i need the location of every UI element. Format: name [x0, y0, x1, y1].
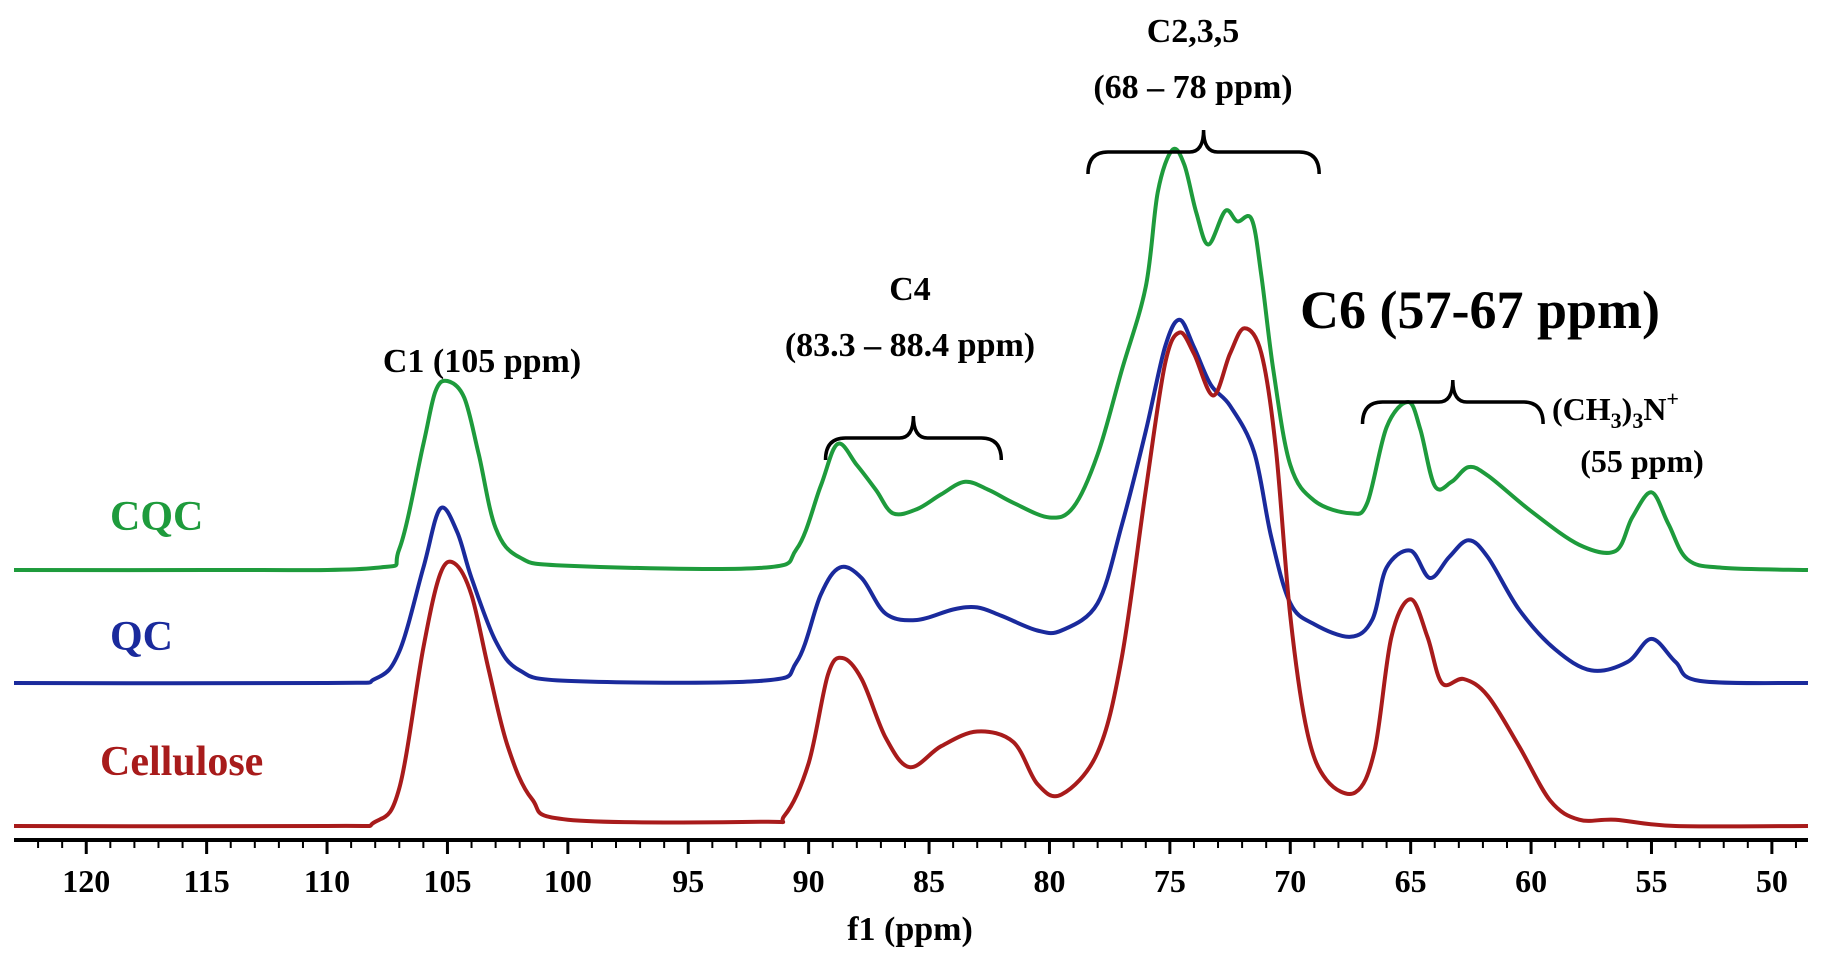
region-bracket	[1086, 129, 1321, 175]
x-tick-label: 60	[1515, 863, 1547, 899]
x-tick-label: 85	[913, 863, 945, 899]
peak-annotation-text: C2,3,5	[1147, 13, 1240, 50]
x-tick-label: 95	[672, 863, 704, 899]
x-tick-label: 90	[793, 863, 825, 899]
x-tick-label: 55	[1635, 863, 1667, 899]
peak-annotations: C1 (105 ppm) C4 (83.3 – 88.4 ppm) C2,3,5 (68…	[383, 13, 1704, 479]
legend-label-qc: QC	[110, 614, 173, 660]
x-tick-label: 105	[423, 863, 471, 899]
legend: CQC QC Cellulose	[100, 494, 263, 785]
x-tick-label: 115	[184, 863, 230, 899]
x-tick-label: 80	[1033, 863, 1065, 899]
peak-annotation-text: C6 (57-67 ppm)	[1300, 280, 1660, 340]
region-bracket	[823, 415, 1004, 461]
peak-annotation-text: (55 ppm)	[1580, 443, 1704, 479]
region-bracket	[1360, 379, 1545, 425]
legend-label-cellulose: Cellulose	[100, 739, 263, 785]
x-tick-label: 110	[304, 863, 350, 899]
peak-annotation-text: (CH3)3N+	[1552, 386, 1679, 433]
peak-annotation-text: C4	[889, 271, 931, 308]
x-tick-label: 100	[544, 863, 592, 899]
series-line-cellulose	[13, 326, 1809, 829]
x-axis-label: f1 (ppm)	[847, 911, 973, 948]
x-tick-label: 70	[1274, 863, 1306, 899]
x-tick-label: 75	[1154, 863, 1186, 899]
series-line-qc	[13, 317, 1809, 686]
legend-label-cqc: CQC	[110, 494, 203, 540]
peak-annotation-text: C1 (105 ppm)	[383, 343, 581, 380]
series-layer	[13, 146, 1809, 829]
x-tick-label: 50	[1756, 863, 1788, 899]
peak-annotation-text: (83.3 – 88.4 ppm)	[785, 327, 1035, 364]
x-tick-label: 65	[1395, 863, 1427, 899]
x-tick-label: 120	[62, 863, 110, 899]
peak-annotation-text: (68 – 78 ppm)	[1093, 69, 1292, 106]
series-line-cqc	[13, 146, 1809, 573]
region-brackets	[823, 129, 1545, 461]
x-axis-ticks: 120 115 110 105 100 95 90 85 80 75 70 65 60 55 50	[37, 840, 1797, 899]
